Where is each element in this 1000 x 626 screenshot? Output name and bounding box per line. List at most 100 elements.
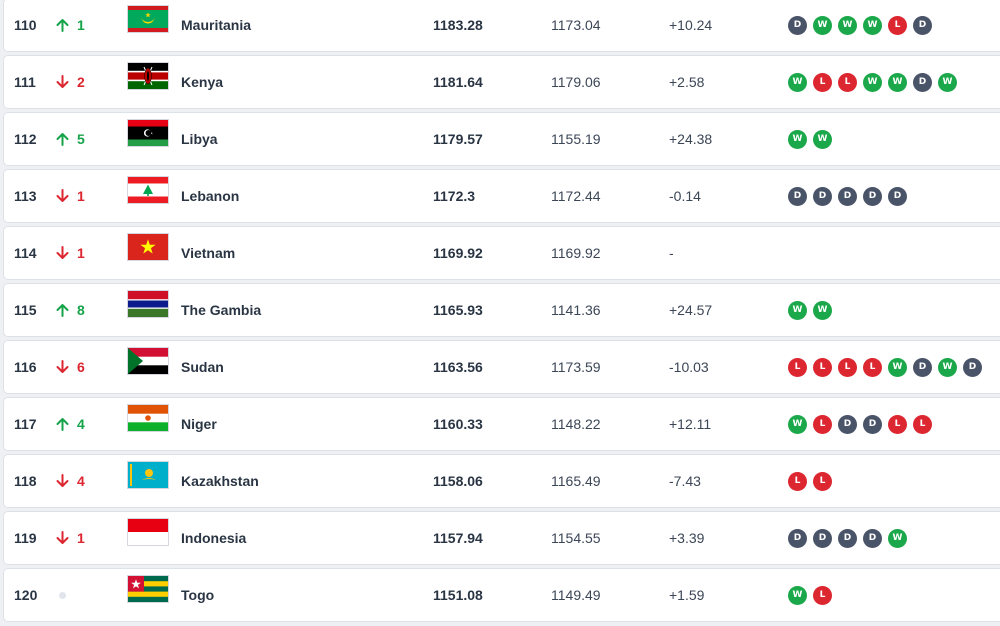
points-change: +3.39 (669, 530, 705, 546)
total-points: 1158.06 (433, 473, 483, 489)
movement-value: 1 (77, 245, 85, 261)
rank-movement: 4 (56, 398, 85, 450)
form-badge: D (813, 528, 832, 548)
previous-points: 1155.19 (551, 131, 601, 147)
niger-flag (128, 405, 168, 431)
country-name[interactable]: The Gambia (181, 302, 262, 318)
previous-points: 1179.06 (551, 74, 601, 90)
rank-number: 119 (14, 530, 37, 546)
points-change: -10.03 (669, 359, 709, 375)
total-points: 1160.33 (433, 416, 483, 432)
points-change: -7.43 (669, 473, 701, 489)
movement-value: 4 (77, 473, 85, 489)
total-points: 1172.3 (433, 188, 476, 204)
table-row[interactable]: 110 1 Mauritania 1183.28 1173.04 +10.24 … (4, 0, 1000, 51)
arrow-down-icon (56, 531, 69, 545)
form-badge: W (788, 129, 807, 149)
country-name[interactable]: Kenya (181, 74, 224, 90)
form-badge: W (813, 15, 832, 35)
table-row[interactable]: 114 1 Vietnam 1169.92 1169.92 - (4, 227, 1000, 279)
rank-movement: 2 (56, 56, 85, 108)
country-name[interactable]: Indonesia (181, 530, 247, 546)
country-name[interactable]: Togo (181, 587, 215, 603)
table-row[interactable]: 115 8 The Gambia 1165.93 1141.36 +24.57 … (4, 284, 1000, 336)
form-badge: L (813, 357, 832, 377)
form-badge: D (863, 186, 882, 206)
country-name[interactable]: Libya (181, 131, 218, 147)
previous-points: 1173.59 (551, 359, 601, 375)
total-points: 1157.94 (433, 530, 483, 546)
country-name[interactable]: Vietnam (181, 245, 236, 261)
arrow-up-icon (56, 417, 69, 431)
form-badge: L (838, 357, 857, 377)
form-badge: D (863, 528, 882, 548)
mauritania-flag (128, 6, 168, 32)
kazakhstan-flag (128, 462, 168, 488)
form-badge: L (838, 72, 857, 92)
no-change-icon (59, 591, 66, 599)
form-badge: L (813, 471, 832, 491)
form-badge: D (838, 186, 857, 206)
form-badge: D (913, 357, 932, 377)
form-badge: D (888, 186, 907, 206)
form-badge: W (813, 129, 832, 149)
total-points: 1183.28 (433, 17, 483, 33)
form-badge: D (788, 528, 807, 548)
previous-points: 1141.36 (551, 302, 601, 318)
total-points: 1179.57 (433, 131, 483, 147)
country-name[interactable]: Kazakhstan (181, 473, 259, 489)
table-row[interactable]: 118 4 Kazakhstan 1158.06 1165.49 -7.43 L… (4, 455, 1000, 507)
rank-number: 114 (14, 245, 37, 261)
country-name[interactable]: Sudan (181, 359, 224, 375)
form-badge: W (863, 72, 882, 92)
previous-points: 1172.44 (551, 188, 601, 204)
form-badge: D (788, 15, 807, 35)
form-badge: L (888, 15, 907, 35)
country-name[interactable]: Niger (181, 416, 217, 432)
points-change: +24.38 (669, 131, 713, 147)
points-change: +10.24 (669, 17, 713, 33)
movement-value: 4 (77, 416, 85, 432)
indonesia-flag (128, 519, 168, 545)
rank-movement: 1 (56, 227, 85, 279)
form-badge: D (838, 528, 857, 548)
form-badge: L (913, 414, 932, 434)
points-change: +12.11 (669, 416, 712, 432)
previous-points: 1154.55 (551, 530, 601, 546)
form-badge: D (838, 414, 857, 434)
kenya-flag (128, 63, 168, 89)
arrow-down-icon (56, 474, 69, 488)
points-change: - (669, 245, 674, 261)
rank-movement: 1 (56, 512, 85, 564)
rank-movement: 6 (56, 341, 85, 393)
previous-points: 1148.22 (551, 416, 601, 432)
movement-value: 1 (77, 530, 85, 546)
country-name[interactable]: Lebanon (181, 188, 240, 204)
movement-value: 6 (77, 359, 85, 375)
points-change: -0.14 (669, 188, 701, 204)
movement-value: 8 (77, 302, 85, 318)
form-badge: W (788, 300, 807, 320)
previous-points: 1169.92 (551, 245, 601, 261)
vietnam-flag (128, 234, 168, 260)
total-points: 1169.92 (433, 245, 483, 261)
rank-movement: 1 (56, 170, 85, 222)
country-name[interactable]: Mauritania (181, 17, 252, 33)
rank-number: 112 (14, 131, 37, 147)
total-points: 1165.93 (433, 302, 483, 318)
arrow-down-icon (56, 75, 69, 89)
total-points: 1181.64 (433, 74, 483, 90)
form-badge: W (813, 300, 832, 320)
form-badge: L (813, 414, 832, 434)
